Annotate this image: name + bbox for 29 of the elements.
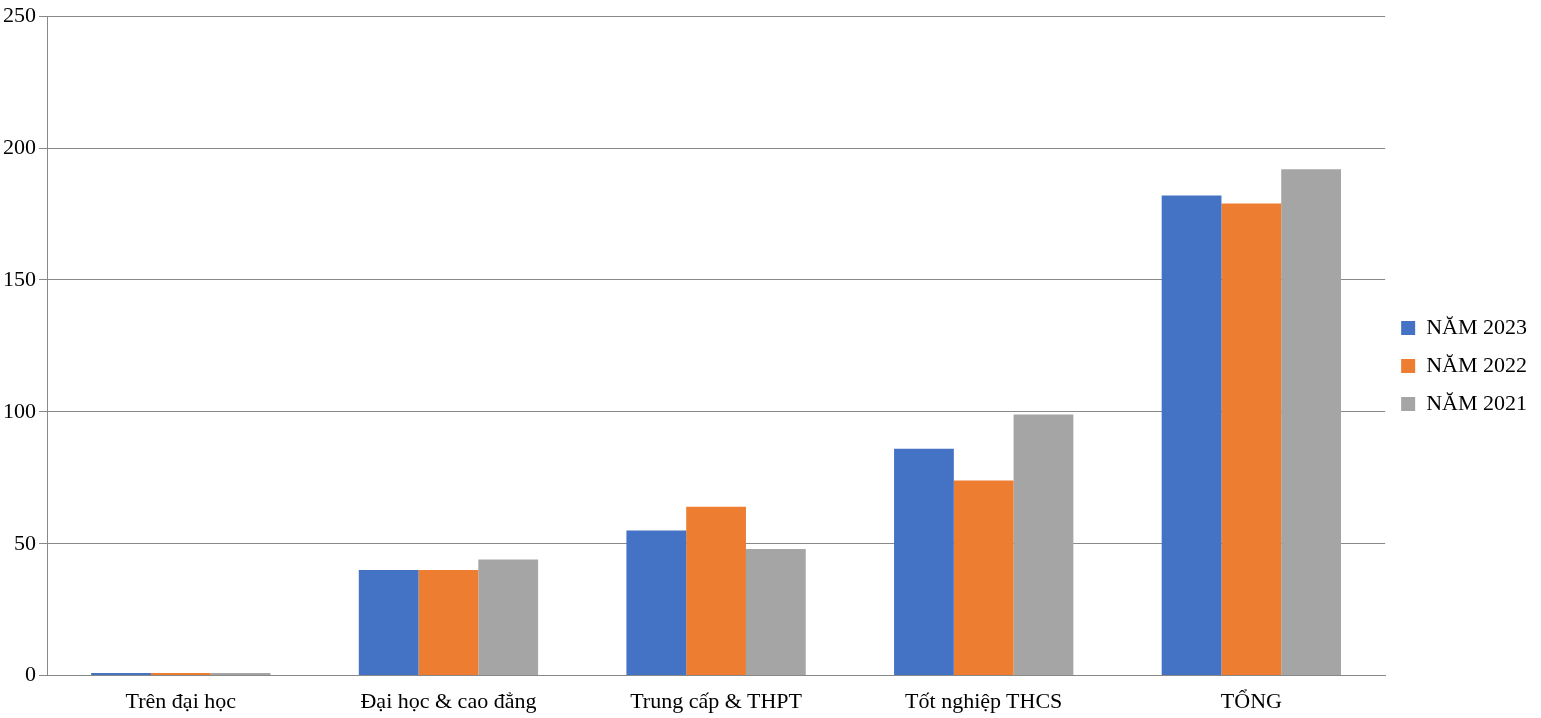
x-tick-label: TỔNG (1220, 687, 1283, 713)
bar (1281, 169, 1341, 676)
bar (745, 549, 806, 676)
legend-label: NĂM 2022 (1426, 351, 1528, 377)
y-tick-label: 50 (14, 529, 36, 555)
y-tick-label: 150 (3, 265, 36, 291)
legend-label: NĂM 2021 (1426, 389, 1528, 415)
y-tick-label: 250 (3, 1, 36, 27)
x-tick-label: Tốt nghiệp THCS (905, 687, 1063, 713)
y-tick-label: 100 (3, 397, 36, 423)
bar (418, 570, 479, 676)
bar (478, 559, 539, 676)
bar (150, 672, 211, 676)
bar (1161, 195, 1222, 676)
bar (686, 506, 746, 676)
x-tick-label: Trung cấp & THPT (630, 687, 803, 713)
x-tick-label: Đại học & cao đẳng (360, 687, 537, 713)
y-tick-label: 200 (3, 133, 36, 159)
bar (210, 672, 271, 676)
bar (894, 448, 954, 676)
bar (358, 570, 419, 676)
legend-label: NĂM 2023 (1426, 313, 1528, 339)
x-tick-label: Trên đại học (125, 687, 237, 713)
bar (91, 672, 151, 676)
bar (626, 530, 687, 676)
bar (1221, 203, 1282, 676)
bar (1013, 414, 1074, 676)
bar (953, 480, 1014, 676)
y-tick-label: 0 (25, 661, 36, 687)
